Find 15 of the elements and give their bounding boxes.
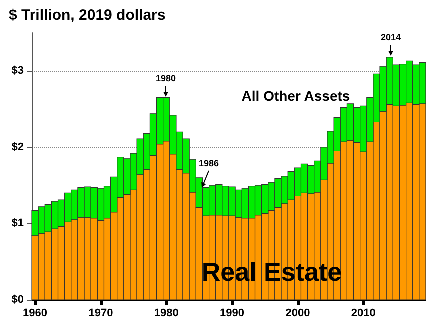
annotation: 1980 bbox=[156, 74, 176, 84]
x-tick-label: 1990 bbox=[220, 308, 245, 320]
x-tick-label: 1980 bbox=[154, 308, 179, 320]
y-tick-label: $1 bbox=[12, 218, 24, 230]
series-label: All Other Assets bbox=[242, 88, 350, 104]
y-tick-label: $2 bbox=[12, 141, 24, 154]
y-tick-label: $3 bbox=[12, 65, 24, 78]
x-tick-label: 1960 bbox=[23, 308, 48, 320]
y-tick-label: $0 bbox=[12, 294, 24, 306]
annotation: 1986 bbox=[198, 158, 220, 168]
x-tick-label: 2010 bbox=[351, 308, 376, 320]
annotation: 2014 bbox=[380, 32, 402, 42]
chart-title: $ Trillion, 2019 dollars bbox=[9, 7, 166, 24]
x-tick-label: 2000 bbox=[286, 308, 310, 320]
x-tick-label: 1970 bbox=[88, 308, 114, 320]
